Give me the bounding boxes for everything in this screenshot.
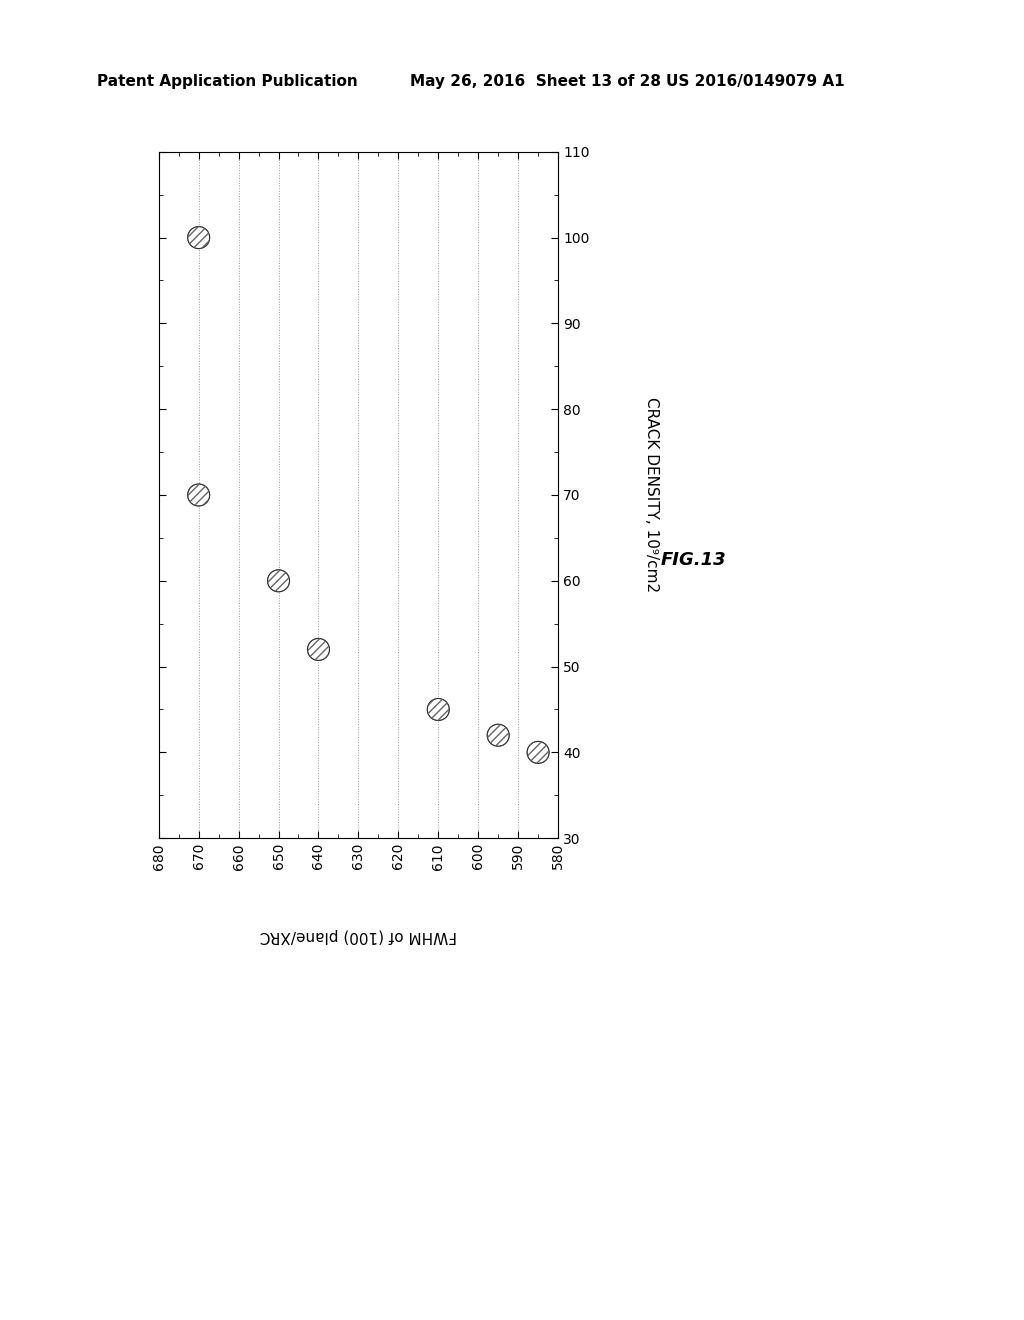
Text: US 2016/0149079 A1: US 2016/0149079 A1 bbox=[666, 74, 844, 88]
Text: FIG.13: FIG.13 bbox=[660, 550, 726, 569]
Text: Patent Application Publication: Patent Application Publication bbox=[97, 74, 358, 88]
X-axis label: FWHM of (100) plane/XRC: FWHM of (100) plane/XRC bbox=[260, 928, 457, 942]
Ellipse shape bbox=[527, 742, 549, 763]
Ellipse shape bbox=[187, 227, 210, 248]
Text: May 26, 2016  Sheet 13 of 28: May 26, 2016 Sheet 13 of 28 bbox=[410, 74, 660, 88]
Y-axis label: CRACK DENSITY, 10⁹/cm2: CRACK DENSITY, 10⁹/cm2 bbox=[644, 397, 658, 593]
Ellipse shape bbox=[267, 570, 290, 591]
Ellipse shape bbox=[427, 698, 450, 721]
Ellipse shape bbox=[187, 484, 210, 506]
Ellipse shape bbox=[307, 639, 330, 660]
Ellipse shape bbox=[487, 725, 509, 746]
